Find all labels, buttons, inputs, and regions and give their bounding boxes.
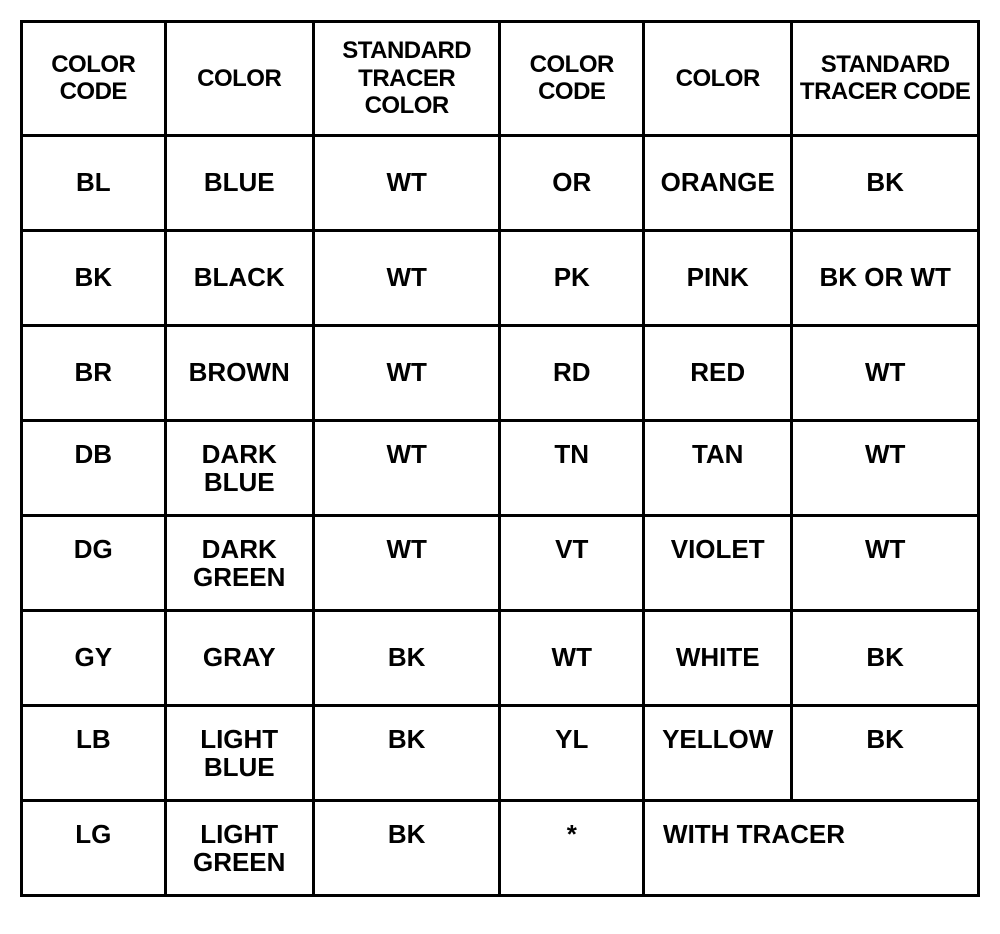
cell-code: GY <box>22 610 166 705</box>
cell-color: DARK BLUE <box>165 420 313 515</box>
cell-tracer: WT <box>313 515 500 610</box>
cell-tracer: WT <box>313 325 500 420</box>
col-header-color-2: COLOR <box>644 22 792 136</box>
cell-code: BL <box>22 135 166 230</box>
cell-code: DB <box>22 420 166 515</box>
cell-code: OR <box>500 135 644 230</box>
cell-tracer: WT <box>313 135 500 230</box>
table-row: DG DARK GREEN WT VT VIOLET WT <box>22 515 979 610</box>
cell-color: LIGHT GREEN <box>165 800 313 895</box>
cell-color: BROWN <box>165 325 313 420</box>
table-header: COLOR CODE COLOR STANDARD TRACER COLOR C… <box>22 22 979 136</box>
cell-tracer: BK <box>313 610 500 705</box>
cell-color: BLUE <box>165 135 313 230</box>
cell-tracer: BK <box>792 610 979 705</box>
cell-code: TN <box>500 420 644 515</box>
cell-tracer: WT <box>792 325 979 420</box>
cell-code: RD <box>500 325 644 420</box>
cell-tracer: WT <box>792 515 979 610</box>
table-row: BL BLUE WT OR ORANGE BK <box>22 135 979 230</box>
cell-color: TAN <box>644 420 792 515</box>
cell-color: LIGHT BLUE <box>165 705 313 800</box>
cell-tracer: BK <box>313 800 500 895</box>
cell-code: WT <box>500 610 644 705</box>
cell-color: BLACK <box>165 230 313 325</box>
table-header-row: COLOR CODE COLOR STANDARD TRACER COLOR C… <box>22 22 979 136</box>
table-row: GY GRAY BK WT WHITE BK <box>22 610 979 705</box>
col-header-tracer-color: STANDARD TRACER COLOR <box>313 22 500 136</box>
table-row: BK BLACK WT PK PINK BK OR WT <box>22 230 979 325</box>
col-header-color-1: COLOR <box>165 22 313 136</box>
cell-code: VT <box>500 515 644 610</box>
cell-tracer: WT <box>313 230 500 325</box>
cell-color: PINK <box>644 230 792 325</box>
cell-code: LG <box>22 800 166 895</box>
cell-tracer: BK <box>792 705 979 800</box>
cell-code: LB <box>22 705 166 800</box>
color-code-table: COLOR CODE COLOR STANDARD TRACER COLOR C… <box>20 20 980 897</box>
cell-code: YL <box>500 705 644 800</box>
col-header-tracer-code: STANDARD TRACER CODE <box>792 22 979 136</box>
col-header-color-code-1: COLOR CODE <box>22 22 166 136</box>
cell-color: ORANGE <box>644 135 792 230</box>
cell-tracer: WT <box>792 420 979 515</box>
table-row: LB LIGHT BLUE BK YL YELLOW BK <box>22 705 979 800</box>
cell-tracer: WT <box>313 420 500 515</box>
cell-color: WHITE <box>644 610 792 705</box>
cell-code: BK <box>22 230 166 325</box>
table-row: BR BROWN WT RD RED WT <box>22 325 979 420</box>
cell-code: BR <box>22 325 166 420</box>
cell-color: DARK GREEN <box>165 515 313 610</box>
cell-tracer: BK <box>313 705 500 800</box>
table-body: BL BLUE WT OR ORANGE BK BK BLACK WT PK P… <box>22 135 979 895</box>
cell-color: YELLOW <box>644 705 792 800</box>
table-row: DB DARK BLUE WT TN TAN WT <box>22 420 979 515</box>
cell-color: VIOLET <box>644 515 792 610</box>
cell-asterisk: * <box>500 800 644 895</box>
cell-with-tracer: WITH TRACER <box>644 800 979 895</box>
cell-color: GRAY <box>165 610 313 705</box>
cell-code: PK <box>500 230 644 325</box>
cell-tracer: BK OR WT <box>792 230 979 325</box>
cell-color: RED <box>644 325 792 420</box>
cell-code: DG <box>22 515 166 610</box>
cell-tracer: BK <box>792 135 979 230</box>
color-code-table-container: COLOR CODE COLOR STANDARD TRACER COLOR C… <box>20 20 980 897</box>
col-header-color-code-2: COLOR CODE <box>500 22 644 136</box>
table-row-last: LG LIGHT GREEN BK * WITH TRACER <box>22 800 979 895</box>
